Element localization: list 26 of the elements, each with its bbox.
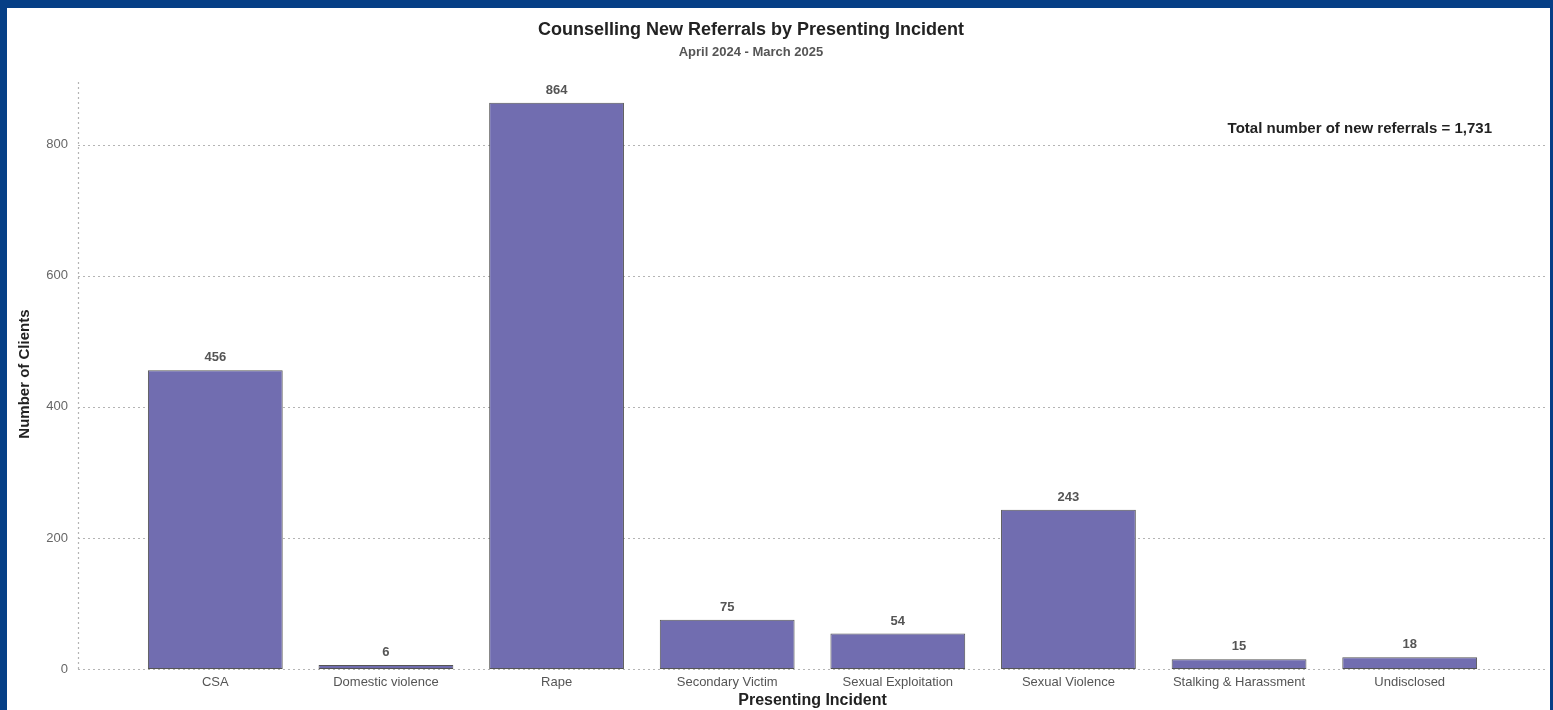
data-label: 75 xyxy=(719,598,735,614)
x-tick-label: Stalking & Harassment xyxy=(1172,674,1306,690)
x-tick-label: Undisclosed xyxy=(1374,674,1446,690)
data-label: 6 xyxy=(382,644,390,660)
y-tick-label: 0 xyxy=(60,660,68,676)
y-tick-label: 400 xyxy=(46,398,68,414)
data-label: 54 xyxy=(890,612,906,628)
data-label: 243 xyxy=(1057,488,1080,504)
x-tick-label: Rape xyxy=(541,674,573,690)
annotation: Total number of new referrals = 1,731 xyxy=(1227,119,1492,137)
data-label: 18 xyxy=(1402,636,1417,652)
x-tick-label: Domestic violence xyxy=(333,674,439,690)
chart-subtitle: April 2024 - March 2025 xyxy=(678,43,824,59)
data-label: 456 xyxy=(204,349,227,365)
x-tick-label: CSA xyxy=(201,674,229,690)
chart-title: Counselling New Referrals by Presenting Incident xyxy=(537,18,965,39)
y-tick-label: 200 xyxy=(46,529,68,545)
x-tick-label: Sexual Violence xyxy=(1021,674,1115,690)
data-label: 864 xyxy=(545,81,569,97)
y-tick-label: 600 xyxy=(46,267,68,283)
y-tick-label: 800 xyxy=(46,136,68,152)
x-tick-label: Secondary Victim xyxy=(676,674,778,690)
data-label: 15 xyxy=(1231,638,1247,654)
x-tick-label: Sexual Exploitation xyxy=(842,674,954,690)
y-axis-title: Number of Clients xyxy=(15,309,33,439)
x-axis-title: Presenting Incident xyxy=(738,690,888,708)
